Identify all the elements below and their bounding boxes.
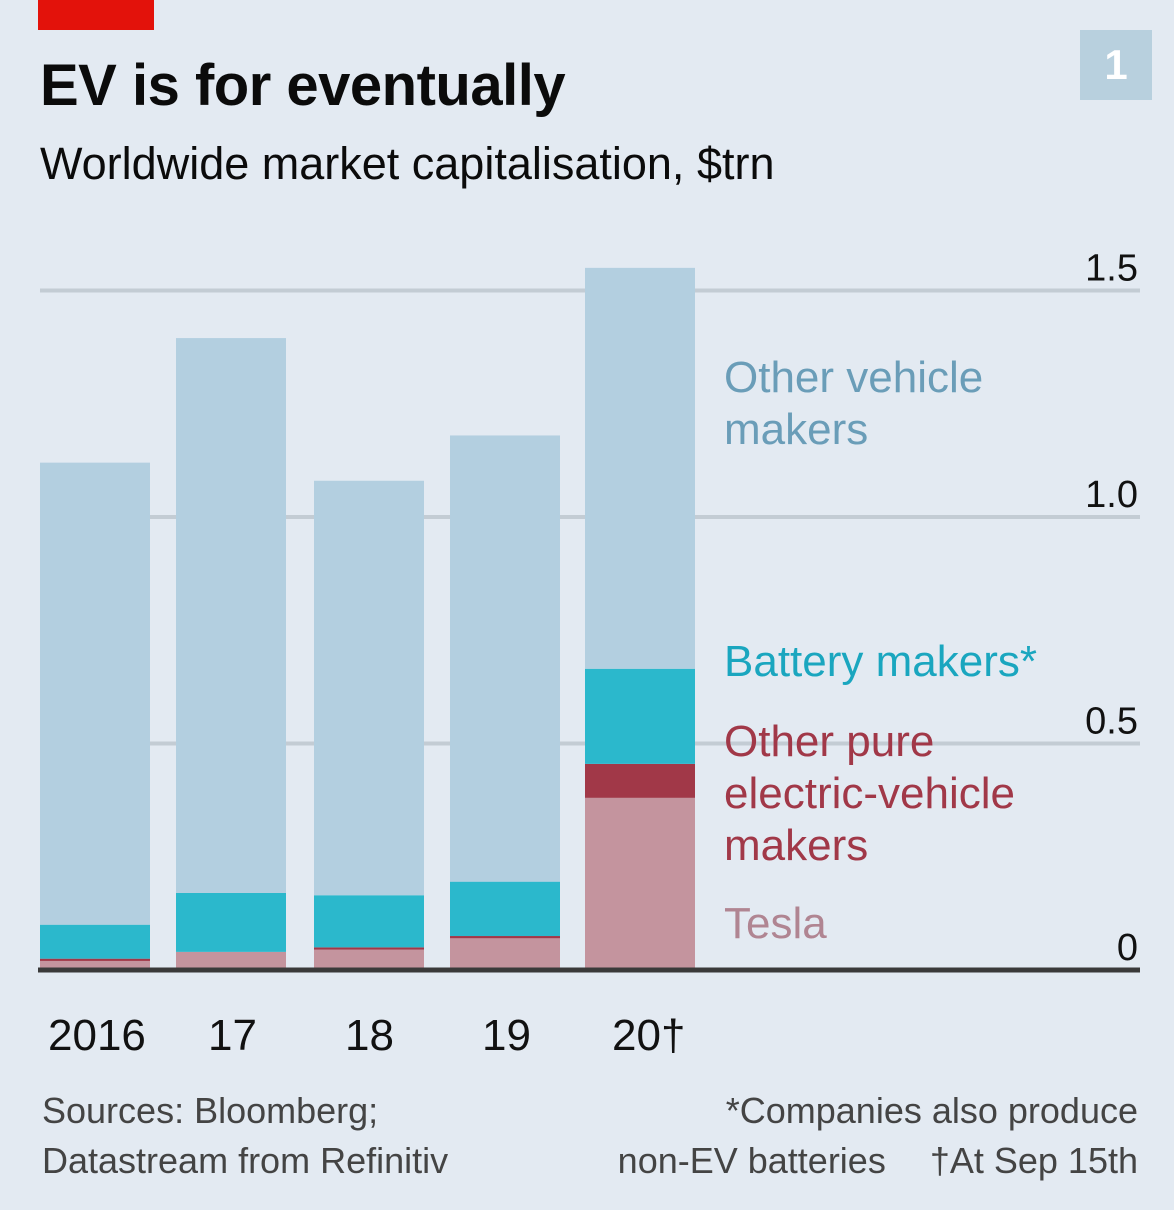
x-tick-label: 20† <box>612 1011 685 1060</box>
y-tick-label: 1.0 <box>1085 474 1138 516</box>
bar-segment-battery-makers <box>176 892 286 952</box>
chart-number-badge: 1 <box>1080 30 1152 100</box>
bar-segment-other-vehicle-makers <box>176 338 286 893</box>
bar-stack <box>450 435 560 970</box>
legend-label: makers <box>724 821 868 870</box>
bar-segment-other-vehicle-makers <box>585 267 695 669</box>
bar-segment-tesla <box>314 949 424 970</box>
bar-stack <box>314 480 424 970</box>
bar-stack <box>40 462 150 970</box>
legend-label: electric-vehicle <box>724 769 1015 818</box>
footnote-battery: non-EV batteries <box>617 1140 886 1181</box>
x-tick-label: 17 <box>208 1011 257 1060</box>
x-tick-label: 18 <box>345 1011 394 1060</box>
y-tick-label: 0 <box>1117 927 1138 969</box>
bar-segment-battery-makers <box>450 881 560 937</box>
x-tick-label: 2016 <box>48 1011 146 1060</box>
bar-segment-battery-makers <box>585 668 695 764</box>
bar-segment-tesla <box>585 797 695 970</box>
brand-red-tag <box>38 0 154 30</box>
bar-segment-battery-makers <box>40 924 150 959</box>
bar-segment-other-vehicle-makers <box>314 480 424 896</box>
legend-label: Battery makers* <box>724 637 1037 686</box>
sources-note: Sources: Bloomberg; Datastream from Refi… <box>42 1086 448 1186</box>
footnote-line-2: non-EV batteries †At Sep 15th <box>618 1136 1138 1186</box>
bar-segment-other-pure-electric-vehicle-makers <box>450 936 560 939</box>
bar-stack <box>585 267 695 970</box>
sources-line-1: Sources: Bloomberg; <box>42 1090 379 1131</box>
x-tick-labels: 2016 17 18 19 20† <box>48 1011 685 1060</box>
chart-subtitle: Worldwide market capitalisation, $trn <box>40 138 775 189</box>
legend-label: Other vehicle <box>724 353 983 402</box>
bar-stack <box>176 338 286 970</box>
footnote-line-1: *Companies also produce <box>725 1090 1138 1131</box>
bar-segment-tesla <box>450 938 560 970</box>
chart-title: EV is for eventually <box>40 53 566 118</box>
footnote-date: †At Sep 15th <box>929 1140 1138 1181</box>
footnotes: *Companies also produce non-EV batteries… <box>618 1086 1138 1186</box>
bars <box>40 267 695 970</box>
y-tick-labels: 0 0.5 1.0 1.5 <box>1085 248 1138 970</box>
bar-segment-other-pure-electric-vehicle-makers <box>40 958 150 961</box>
sources-line-2: Datastream from Refinitiv <box>42 1140 449 1181</box>
bar-segment-other-vehicle-makers <box>450 435 560 882</box>
legend-label: makers <box>724 405 868 454</box>
x-tick-label: 19 <box>482 1011 531 1060</box>
legend-label: Other pure <box>724 717 934 766</box>
bar-segment-battery-makers <box>314 895 424 948</box>
bar-segment-other-pure-electric-vehicle-makers <box>314 947 424 950</box>
bar-segment-other-pure-electric-vehicle-makers <box>585 763 695 798</box>
legend-label: Tesla <box>724 899 827 948</box>
y-tick-label: 1.5 <box>1085 248 1138 290</box>
bar-segment-tesla <box>40 960 150 970</box>
bar-segment-other-vehicle-makers <box>40 462 150 925</box>
bar-segment-tesla <box>176 951 286 970</box>
y-tick-label: 0.5 <box>1085 701 1138 743</box>
